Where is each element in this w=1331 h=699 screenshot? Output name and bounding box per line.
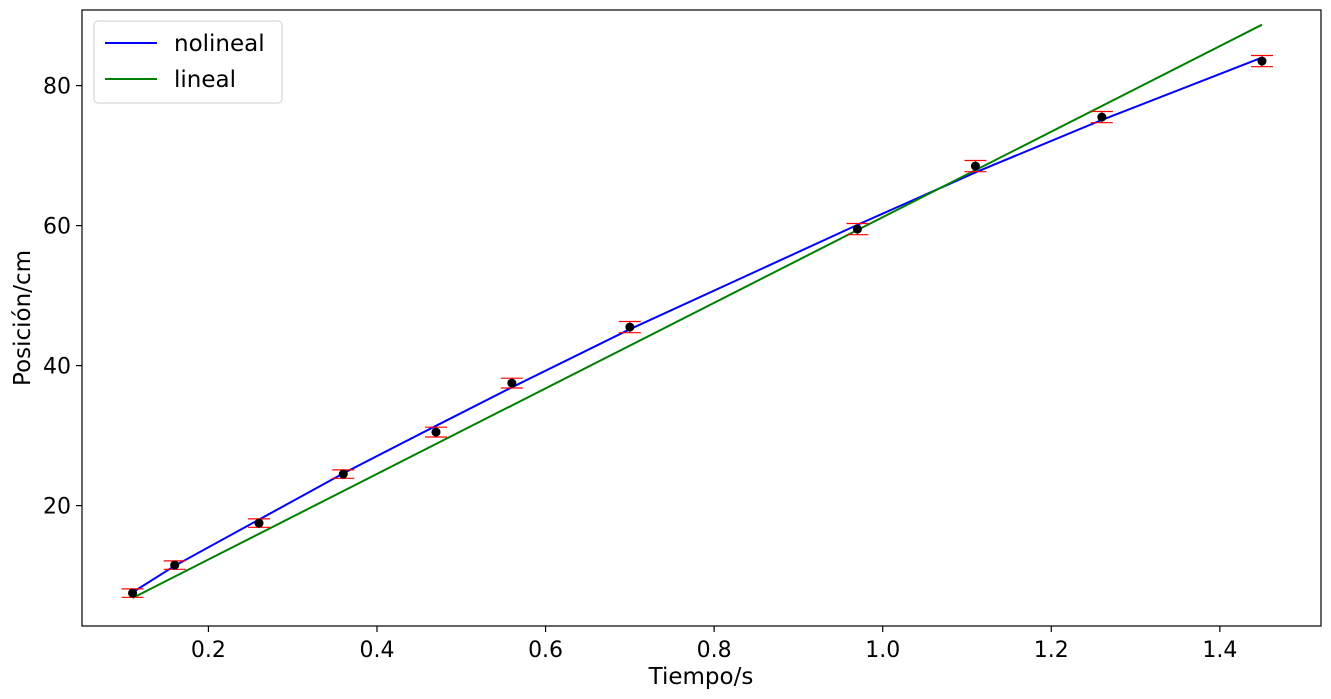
y-tick-label: 60 xyxy=(43,215,71,240)
legend-label-lineal: lineal xyxy=(174,67,236,93)
data-point xyxy=(970,161,980,171)
y-tick-label: 80 xyxy=(43,75,71,100)
plot-area xyxy=(82,10,1321,626)
data-point xyxy=(338,469,348,479)
x-axis: 0.2 0.4 0.6 0.8 1.0 1.2 1.4 xyxy=(191,626,1237,663)
data-point xyxy=(852,224,862,234)
points-layer xyxy=(121,54,1273,598)
y-axis: 20 40 60 80 xyxy=(43,75,82,520)
x-tick-label: 0.6 xyxy=(528,638,563,663)
data-point xyxy=(1097,112,1107,122)
x-tick-label: 0.4 xyxy=(360,638,395,663)
y-tick-label: 20 xyxy=(43,495,71,520)
data-point xyxy=(431,427,441,437)
data-point xyxy=(128,588,138,598)
plot-frame xyxy=(81,9,1322,627)
data-point xyxy=(507,378,517,388)
legend: nolineal lineal xyxy=(93,20,283,104)
x-axis-label: Tiempo/s xyxy=(648,664,754,690)
x-tick-label: 0.8 xyxy=(697,638,732,663)
legend-box xyxy=(93,20,283,104)
x-tick-label: 1.0 xyxy=(865,638,900,663)
series-line-lineal xyxy=(132,23,1263,599)
data-point xyxy=(625,322,635,332)
x-tick-label: 1.4 xyxy=(1202,638,1237,663)
data-point xyxy=(170,560,180,570)
x-tick-label: 1.2 xyxy=(1034,638,1069,663)
data-point xyxy=(254,518,264,528)
y-axis-label: Posición/cm xyxy=(10,250,36,386)
data-point xyxy=(1257,56,1267,66)
legend-label-nolineal: nolineal xyxy=(174,31,265,57)
x-tick-label: 0.2 xyxy=(191,638,226,663)
y-tick-label: 40 xyxy=(43,355,71,380)
